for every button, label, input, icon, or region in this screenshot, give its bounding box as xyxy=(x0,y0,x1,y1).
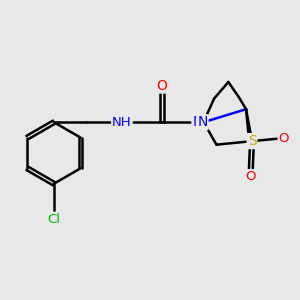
Text: O: O xyxy=(157,79,168,92)
Text: O: O xyxy=(246,170,256,183)
Text: N: N xyxy=(197,115,208,129)
Text: S: S xyxy=(248,134,256,148)
Text: N: N xyxy=(192,115,203,129)
Text: NH: NH xyxy=(112,116,132,129)
Text: Cl: Cl xyxy=(47,213,60,226)
Text: O: O xyxy=(279,132,289,145)
